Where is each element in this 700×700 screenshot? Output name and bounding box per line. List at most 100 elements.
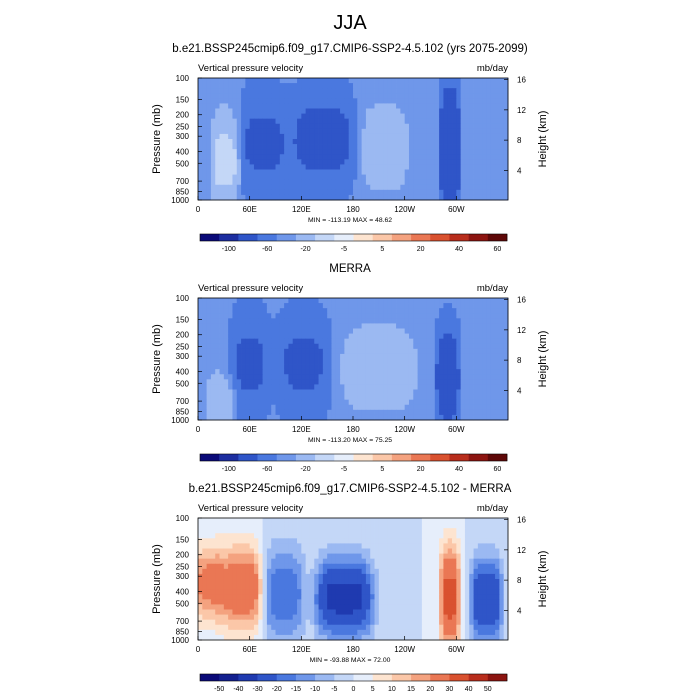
heatmap-cell: [253, 164, 259, 170]
heatmap-cell: [249, 98, 255, 104]
heatmap-cell: [400, 353, 406, 360]
heatmap-cell: [370, 543, 375, 549]
heatmap-cell: [297, 604, 302, 610]
heatmap-cell: [417, 318, 423, 324]
heatmap-cell: [309, 584, 315, 590]
heatmap-cell: [275, 369, 281, 375]
heatmap-cell: [396, 404, 401, 411]
heatmap-cell: [284, 103, 289, 109]
heatmap-cell: [413, 144, 418, 150]
heatmap-cell: [490, 389, 496, 395]
heatmap-cell: [486, 609, 492, 615]
heatmap-cell: [439, 353, 444, 360]
heatmap-cell: [297, 404, 302, 411]
heatmap-cell: [314, 404, 319, 411]
heatmap-cell: [288, 518, 294, 524]
heatmap-cell: [318, 328, 324, 334]
heatmap-cell: [292, 333, 298, 340]
heatmap-cell: [473, 83, 479, 89]
heatmap-cell: [499, 194, 505, 201]
heatmap-cell: [288, 318, 294, 324]
heatmap-cell: [258, 303, 263, 309]
heatmap-cell: [464, 123, 470, 130]
heatmap-cell: [232, 194, 238, 201]
heatmap-cell: [353, 128, 358, 135]
heatmap-cell: [495, 528, 500, 534]
heatmap-cell: [236, 164, 242, 170]
heatmap-cell: [206, 133, 212, 140]
heatmap-cell: [482, 394, 487, 401]
heatmap-cell: [452, 189, 457, 196]
heatmap-cell: [503, 298, 509, 304]
heatmap-cell: [210, 83, 216, 89]
heatmap-cell: [460, 359, 466, 365]
heatmap-cell: [434, 548, 440, 554]
heatmap-cell: [275, 103, 281, 109]
heatmap-cell: [202, 159, 208, 165]
heatmap-cell: [223, 589, 229, 595]
heatmap-cell: [430, 518, 436, 524]
heatmap-cell: [439, 194, 444, 201]
heatmap-cell: [198, 118, 203, 125]
heatmap-cell: [430, 533, 436, 539]
heatmap-cell: [464, 573, 470, 580]
heatmap-cell: [460, 313, 466, 319]
heatmap-cell: [331, 589, 337, 595]
heatmap-cell: [215, 379, 220, 385]
heatmap-cell: [279, 318, 285, 324]
heatmap-cell: [232, 128, 238, 135]
heatmap-cell: [452, 139, 457, 145]
heatmap-cell: [447, 93, 453, 99]
heatmap-cell: [228, 553, 233, 560]
heatmap-cell: [482, 538, 487, 544]
heatmap-cell: [279, 343, 285, 350]
heatmap-cell: [482, 144, 487, 150]
heatmap-cell: [486, 333, 492, 340]
heatmap-cell: [473, 303, 479, 309]
heatmap-cell: [241, 573, 246, 580]
heatmap-cell: [426, 318, 431, 324]
heatmap-cell: [236, 414, 242, 421]
heatmap-cell: [499, 369, 505, 375]
colorbar-segment: [372, 234, 393, 241]
heatmap-cell: [421, 609, 427, 615]
heatmap-cell: [499, 523, 505, 529]
heatmap-cell: [361, 189, 367, 196]
heatmap-cell: [477, 298, 483, 304]
heatmap-cell: [241, 149, 246, 155]
heatmap-cell: [258, 374, 263, 380]
heatmap-cell: [309, 409, 315, 416]
heatmap-cell: [447, 88, 453, 94]
heatmap-cell: [198, 364, 203, 370]
heatmap-cell: [232, 159, 238, 165]
heatmap-cell: [396, 573, 401, 580]
heatmap-cell: [335, 379, 341, 385]
heatmap-cell: [223, 359, 229, 365]
heatmap-cell: [262, 614, 268, 621]
heatmap-cell: [396, 164, 401, 170]
heatmap-cell: [309, 83, 315, 89]
heatmap-cell: [210, 369, 216, 375]
heatmap-cell: [198, 103, 203, 109]
heatmap-cell: [490, 298, 496, 304]
heatmap-cell: [284, 93, 289, 99]
heatmap-cell: [374, 409, 380, 416]
heatmap-cell: [335, 523, 341, 529]
heatmap-cell: [206, 83, 212, 89]
heatmap-cell: [460, 338, 466, 345]
heatmap-cell: [210, 128, 216, 135]
heatmap-cell: [241, 189, 246, 196]
heatmap-cell: [383, 308, 388, 314]
heatmap-cell: [443, 533, 449, 539]
heatmap-cell: [228, 308, 233, 314]
heatmap-cell: [314, 98, 319, 104]
heatmap-cell: [417, 353, 423, 360]
heatmap-cell: [490, 353, 496, 360]
heatmap-cell: [266, 113, 272, 120]
heatmap-cell: [301, 149, 307, 155]
heatmap-cell: [503, 144, 509, 150]
heatmap-cell: [365, 348, 371, 355]
heatmap-cell: [206, 118, 212, 125]
heatmap-cell: [374, 364, 380, 370]
heatmap-cell: [413, 604, 418, 610]
